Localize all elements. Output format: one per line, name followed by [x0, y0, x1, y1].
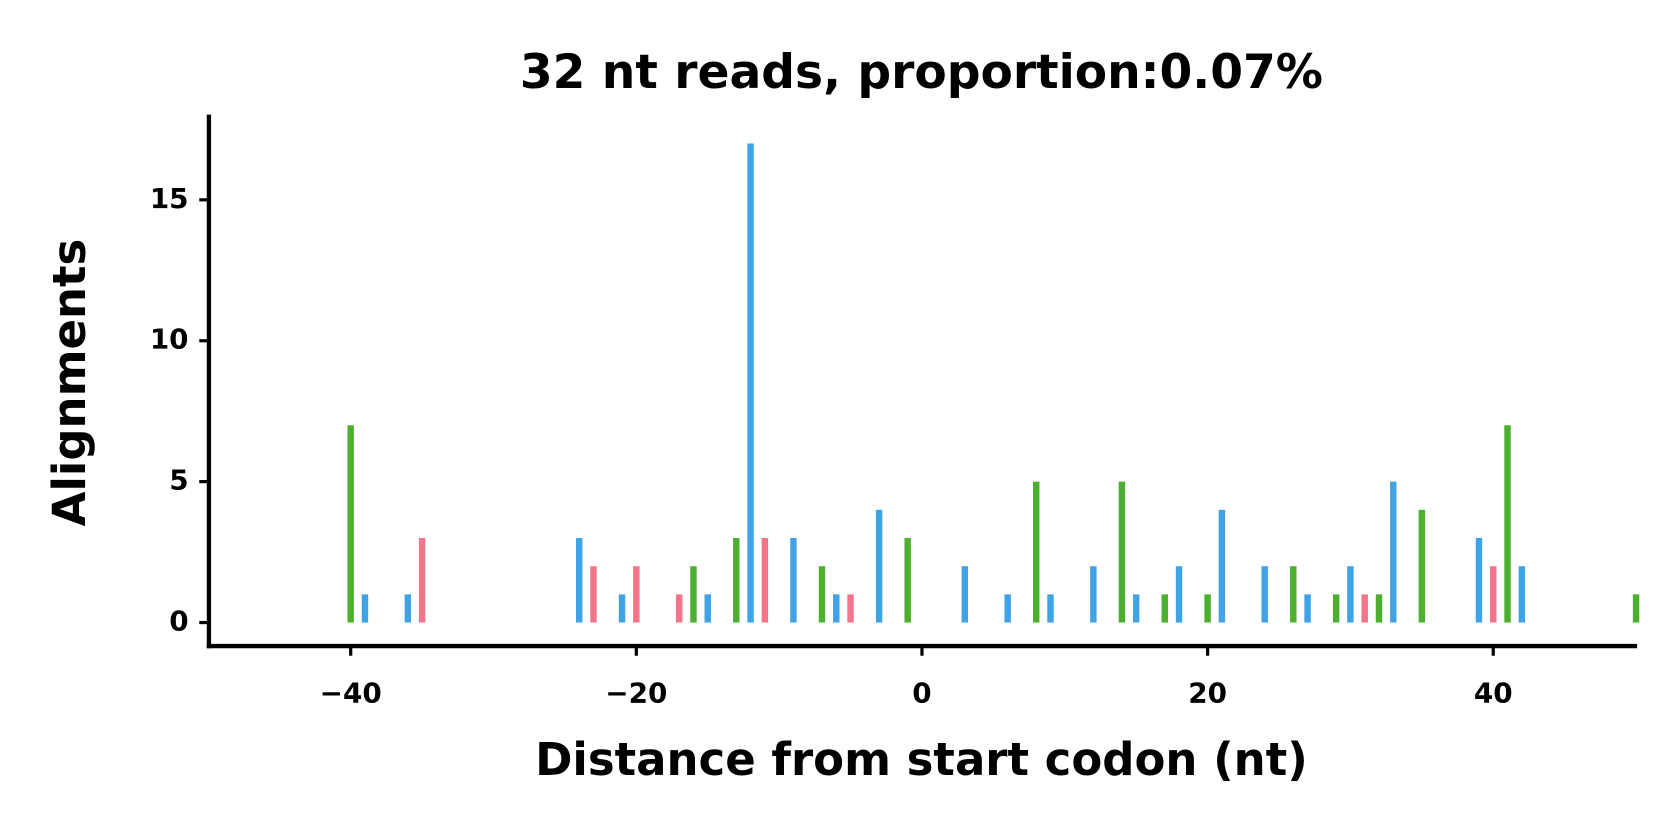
y-tick-label: 15 — [150, 182, 189, 215]
bar — [1290, 566, 1297, 623]
bar — [1475, 538, 1483, 623]
y-tick-label: 0 — [169, 605, 188, 638]
bar — [361, 594, 369, 623]
bar — [1418, 509, 1426, 623]
bar — [1118, 481, 1126, 623]
x-tick-label: 0 — [912, 676, 931, 709]
bar — [1518, 566, 1526, 623]
x-tick-label: 20 — [1188, 676, 1227, 709]
bar — [1361, 594, 1368, 623]
bar — [818, 566, 826, 623]
bar — [1304, 594, 1311, 623]
x-axis-label: Distance from start codon (nt) — [535, 733, 1308, 786]
bar — [733, 538, 740, 623]
bar — [1175, 566, 1183, 623]
bar — [1261, 566, 1268, 623]
bar — [847, 594, 854, 623]
bar — [704, 594, 711, 623]
bar — [404, 594, 412, 623]
bar — [418, 538, 426, 623]
bar — [1390, 481, 1397, 623]
bar — [1004, 594, 1011, 623]
bar — [675, 594, 683, 623]
bar — [1090, 566, 1097, 623]
y-tick-label: 10 — [150, 323, 189, 356]
bar — [1347, 566, 1354, 623]
bar — [761, 538, 769, 623]
bar — [1047, 594, 1054, 623]
bar — [1632, 594, 1640, 623]
bar — [1375, 594, 1383, 623]
bar — [1132, 594, 1140, 623]
bar — [833, 594, 840, 623]
bar — [875, 509, 883, 623]
y-axis-label: Alignments — [43, 239, 96, 527]
y-tick-label: 5 — [169, 464, 188, 497]
x-tick-label: −40 — [320, 676, 382, 709]
bar — [347, 425, 354, 623]
bar — [747, 143, 754, 623]
bar — [904, 538, 911, 623]
bar — [1218, 509, 1226, 623]
bar — [1204, 594, 1211, 623]
bar — [618, 594, 626, 623]
bar — [790, 538, 797, 623]
bar — [690, 566, 697, 623]
bar — [1504, 425, 1511, 623]
x-tick-label: −20 — [605, 676, 667, 709]
bar — [1033, 481, 1040, 623]
bar — [1332, 594, 1340, 623]
bar — [1490, 566, 1497, 623]
chart-title: 32 nt reads, proportion:0.07% — [520, 45, 1323, 100]
bar — [590, 566, 597, 623]
bar — [575, 538, 583, 623]
bar — [1161, 594, 1168, 623]
bar — [961, 566, 969, 623]
x-tick-label: 40 — [1474, 676, 1513, 709]
bar — [633, 566, 640, 623]
